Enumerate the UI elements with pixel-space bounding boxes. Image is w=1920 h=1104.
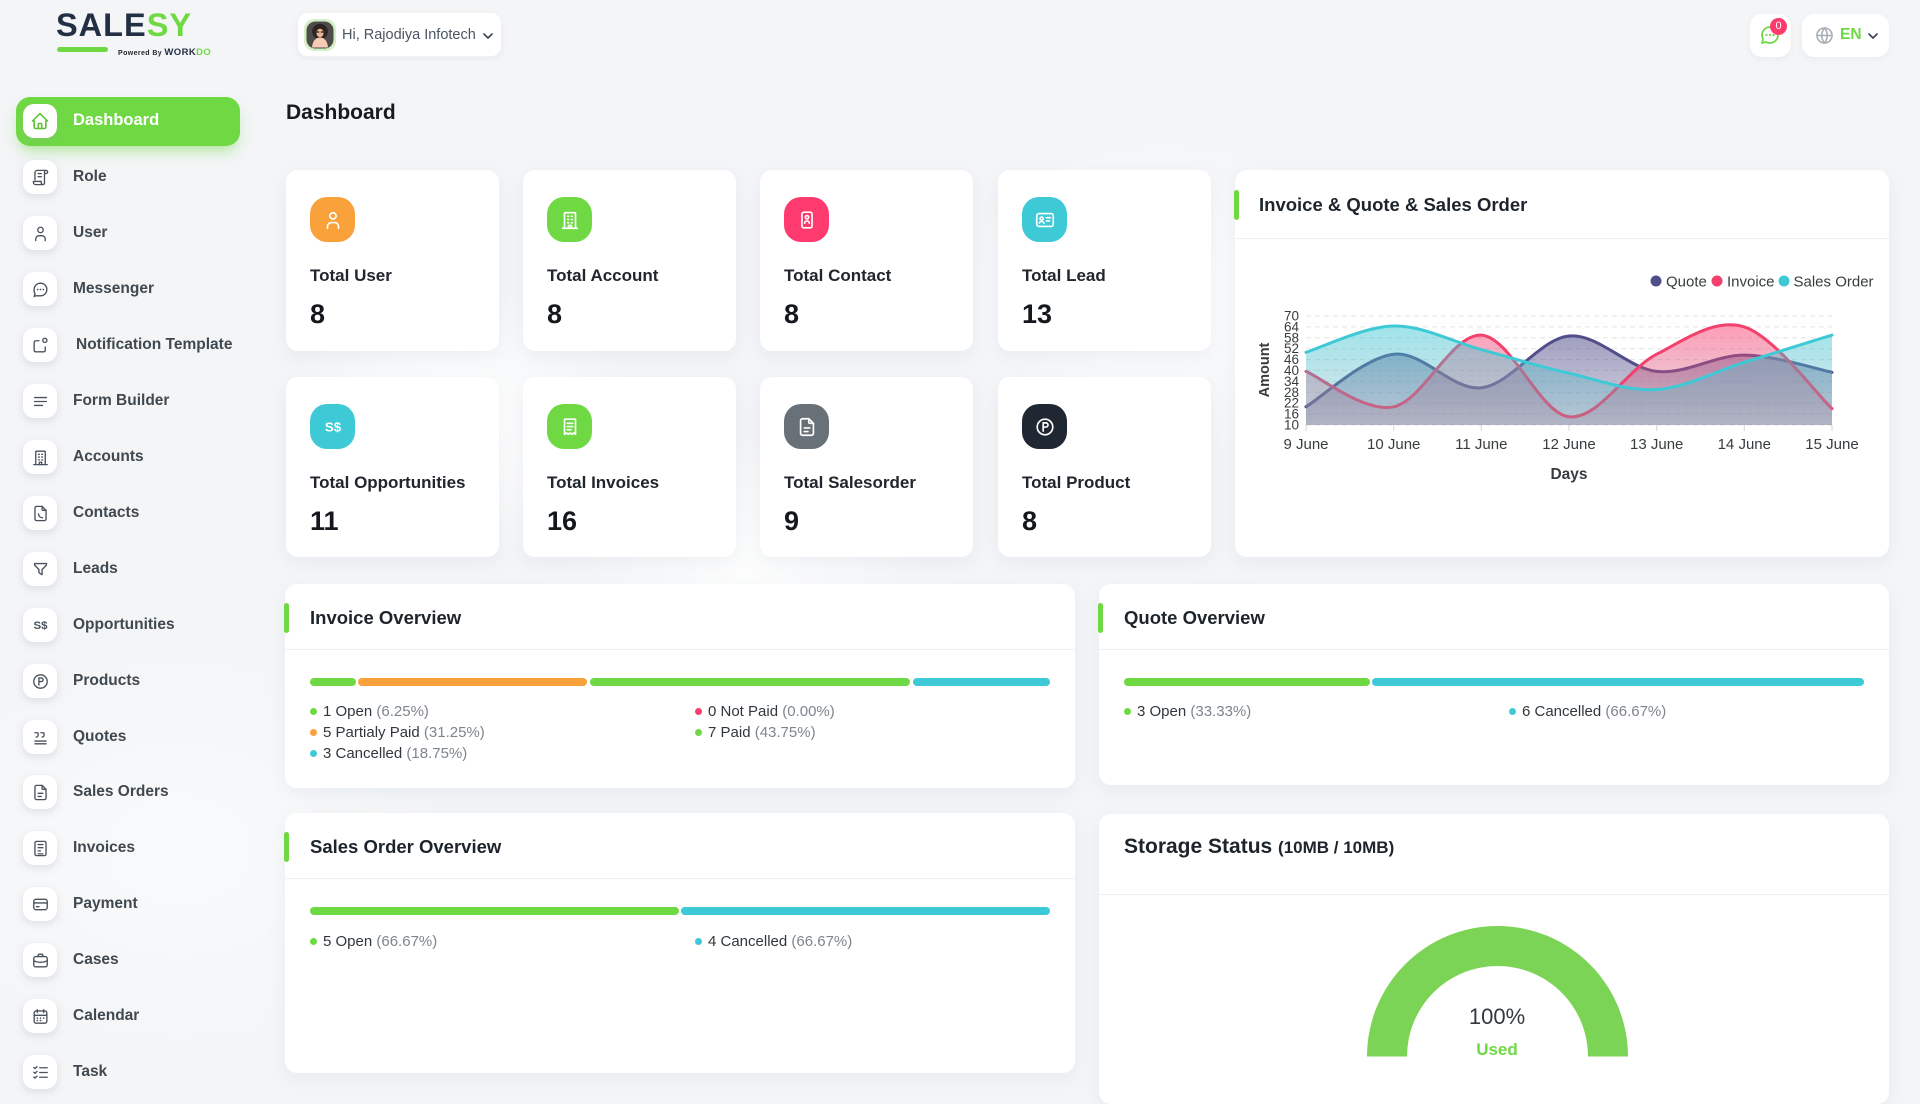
- svg-text:Invoice: Invoice: [1727, 274, 1775, 291]
- svg-text:22: 22: [1284, 396, 1299, 411]
- svg-text:40: 40: [1284, 363, 1299, 378]
- svg-text:14 June: 14 June: [1718, 436, 1771, 453]
- svg-text:58: 58: [1284, 330, 1299, 345]
- svg-text:10 June: 10 June: [1367, 436, 1420, 453]
- svg-text:28: 28: [1284, 385, 1299, 400]
- svg-text:70: 70: [1284, 309, 1299, 324]
- svg-text:Amount: Amount: [1257, 342, 1273, 397]
- svg-text:64: 64: [1284, 319, 1300, 334]
- svg-text:34: 34: [1284, 374, 1300, 389]
- svg-text:Quote: Quote: [1666, 274, 1707, 291]
- svg-text:15 June: 15 June: [1805, 436, 1858, 453]
- svg-text:12 June: 12 June: [1542, 436, 1595, 453]
- svg-text:9 June: 9 June: [1283, 436, 1328, 453]
- svg-text:S$: S$: [33, 620, 48, 632]
- svg-text:11 June: 11 June: [1455, 436, 1507, 453]
- svg-text:10: 10: [1284, 418, 1299, 433]
- svg-text:16: 16: [1284, 407, 1299, 422]
- svg-text:13 June: 13 June: [1630, 436, 1683, 453]
- svg-text:Sales Order: Sales Order: [1794, 274, 1874, 291]
- svg-text:Days: Days: [1550, 466, 1587, 483]
- svg-text:52: 52: [1284, 341, 1299, 356]
- svg-text:S$: S$: [324, 419, 341, 434]
- svg-text:46: 46: [1284, 352, 1299, 367]
